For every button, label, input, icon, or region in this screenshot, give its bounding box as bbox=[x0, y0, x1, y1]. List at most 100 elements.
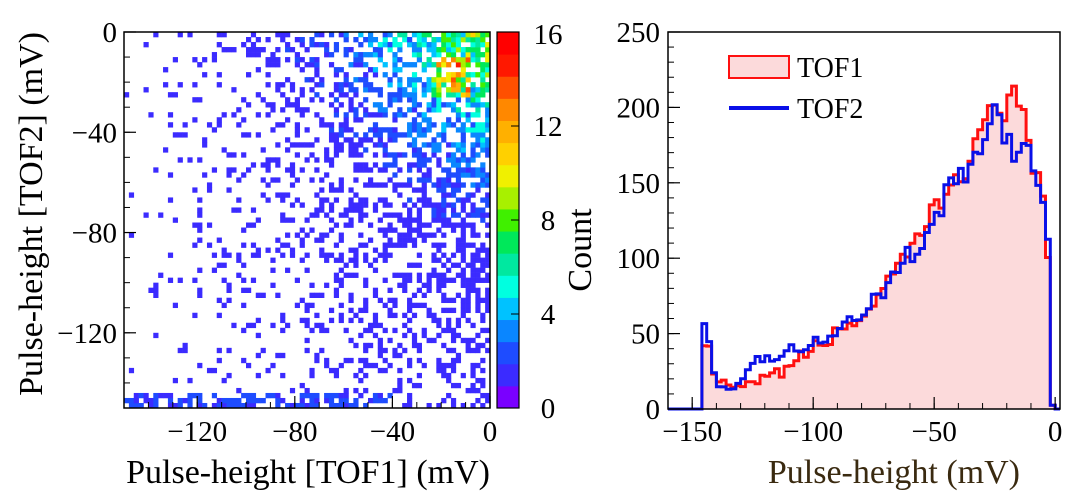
heatmap-cell bbox=[328, 122, 335, 128]
heatmap-cell bbox=[480, 212, 486, 218]
heatmap-cell bbox=[441, 197, 447, 203]
heatmap-cell bbox=[348, 257, 354, 263]
heatmap-cell bbox=[377, 227, 383, 233]
heatmap-cell bbox=[450, 42, 457, 48]
heatmap-cell bbox=[411, 92, 418, 98]
heatmap-cell bbox=[436, 322, 442, 329]
heatmap-cell bbox=[372, 132, 379, 138]
heatmap-cell bbox=[231, 397, 237, 404]
heatmap-cell bbox=[221, 397, 227, 404]
heatmap-cell bbox=[470, 152, 476, 158]
heatmap-cell bbox=[255, 332, 261, 339]
heatmap-cell bbox=[231, 207, 237, 213]
heatmap-cell bbox=[382, 127, 388, 133]
heatmap-cell bbox=[465, 262, 471, 268]
heatmap-cell bbox=[280, 37, 286, 43]
heatmap-cell bbox=[402, 237, 408, 243]
heatmap-cell bbox=[304, 302, 310, 309]
heatmap-cell bbox=[275, 397, 281, 404]
heatmap-cell bbox=[431, 102, 437, 108]
heatmap-cell bbox=[475, 32, 481, 38]
heatmap-cell bbox=[480, 62, 486, 68]
heatmap-cell bbox=[343, 327, 349, 334]
heatmap-cell bbox=[407, 77, 413, 83]
heatmap-cell bbox=[338, 402, 344, 409]
heatmap-cell bbox=[309, 327, 315, 334]
heatmap-cell bbox=[485, 87, 491, 93]
heatmap-cell bbox=[460, 297, 466, 304]
heatmap-cell bbox=[338, 147, 344, 153]
heatmap-cell bbox=[304, 217, 310, 223]
heatmap-cell bbox=[358, 317, 364, 324]
heatmap-cell bbox=[377, 87, 383, 93]
heatmap-cell bbox=[319, 82, 325, 88]
heatmap-cell bbox=[299, 67, 305, 73]
heatmap-cell bbox=[333, 402, 340, 409]
heatmap-cell bbox=[480, 342, 486, 349]
heatmap-cell bbox=[353, 342, 359, 349]
heatmap-cell bbox=[148, 112, 154, 118]
histogram-frame bbox=[667, 31, 1061, 410]
heatmap-cell bbox=[333, 187, 340, 193]
heatmap-cell bbox=[436, 202, 442, 208]
heatmap-cell bbox=[231, 322, 237, 329]
heatmap-cell bbox=[275, 192, 281, 198]
heatmap-cell bbox=[392, 157, 398, 163]
heatmap-cell bbox=[460, 52, 466, 58]
heatmap-cell bbox=[377, 137, 383, 143]
heatmap-cell bbox=[426, 127, 432, 133]
heatmap-cell bbox=[348, 97, 354, 103]
heatmap-cell bbox=[363, 72, 369, 78]
colorbar-cell bbox=[497, 76, 519, 99]
heatmap-cell bbox=[275, 47, 281, 53]
heatmap-cell bbox=[250, 402, 257, 409]
heatmap-cell bbox=[421, 182, 427, 188]
heatmap-cell bbox=[372, 67, 379, 73]
heatmap-cell bbox=[275, 122, 281, 128]
heatmap-cell bbox=[236, 177, 242, 183]
heatmap-cell bbox=[265, 162, 271, 168]
heatmap-cell bbox=[299, 107, 305, 113]
heatmap-cell bbox=[363, 342, 369, 349]
heatmap-cell bbox=[485, 137, 491, 143]
heatmap-cell bbox=[333, 87, 340, 93]
heatmap-cell bbox=[470, 252, 476, 258]
heatmap-cell bbox=[392, 227, 398, 233]
heatmap-cell bbox=[446, 42, 452, 48]
heatmap-cell bbox=[402, 152, 408, 158]
heatmap-cell bbox=[328, 62, 335, 68]
heatmap-cell bbox=[226, 152, 232, 158]
heatmap-cell bbox=[480, 297, 486, 304]
heatmap-cell bbox=[333, 72, 340, 78]
heatmap-cell bbox=[319, 177, 325, 183]
heatmap-y-axis-title: Pulse-height [TOF2] (mV) bbox=[13, 32, 50, 396]
heatmap-cell bbox=[460, 152, 466, 158]
heatmap-cell bbox=[397, 242, 403, 248]
heatmap-cell bbox=[270, 107, 276, 113]
heatmap-cell bbox=[387, 362, 393, 369]
heatmap-cell bbox=[128, 397, 135, 404]
heatmap-cell bbox=[368, 37, 374, 43]
heatmap-cell bbox=[148, 287, 154, 293]
heatmap-cell bbox=[436, 282, 442, 288]
heatmap-cell bbox=[382, 62, 388, 68]
heatmap-cell bbox=[260, 347, 266, 354]
heatmap-cell bbox=[416, 147, 422, 153]
heatmap-cell bbox=[392, 112, 398, 118]
heatmap-cell bbox=[392, 72, 398, 78]
heatmap-cell bbox=[421, 187, 427, 193]
heatmap-cell bbox=[450, 182, 457, 188]
heatmap-cell bbox=[407, 177, 413, 183]
heatmap-cell bbox=[319, 32, 325, 38]
heatmap-cell bbox=[358, 77, 364, 83]
heatmap-cell bbox=[475, 272, 481, 278]
heatmap-cell bbox=[309, 227, 315, 233]
heatmap-cell bbox=[407, 162, 413, 168]
heatmap-cell bbox=[450, 122, 457, 128]
heatmap-cell bbox=[465, 297, 471, 304]
heatmap-cell bbox=[294, 107, 300, 113]
heatmap-cell bbox=[475, 87, 481, 93]
heatmap-cell bbox=[455, 47, 462, 53]
heatmap-cell bbox=[377, 347, 383, 354]
heatmap-cell bbox=[411, 122, 418, 128]
